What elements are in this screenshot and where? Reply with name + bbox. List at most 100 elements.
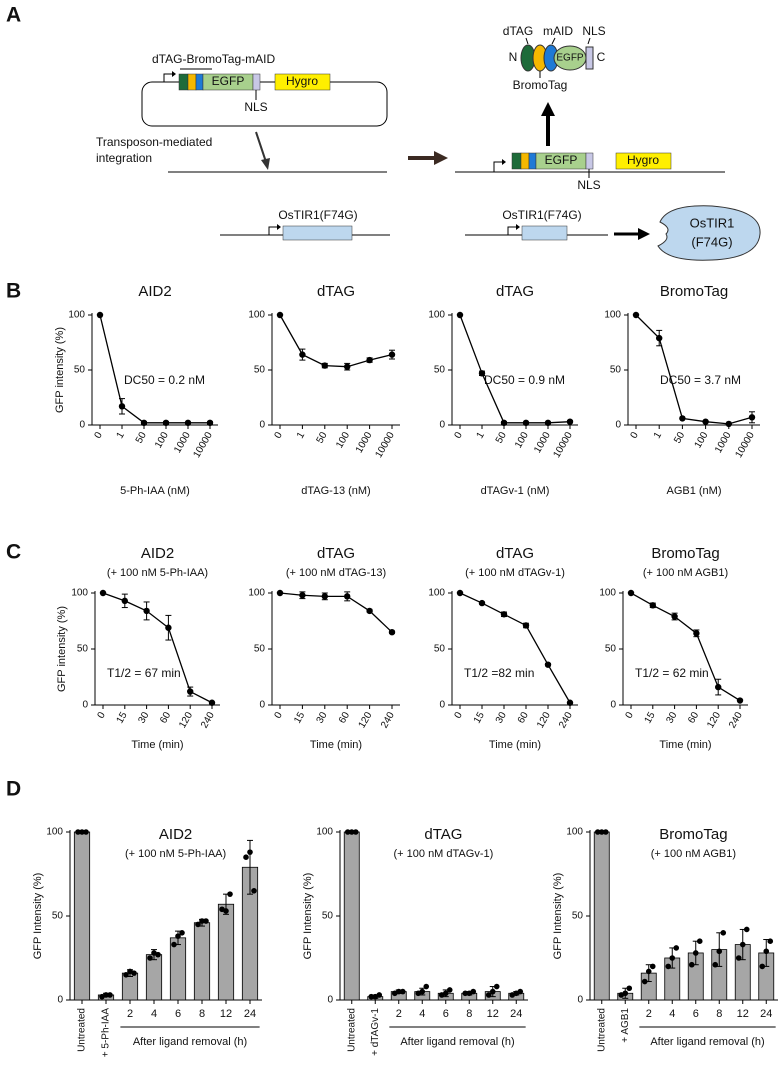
x-axis-label: 5-Ph-IAA (nM) [120,485,190,497]
x-axis-label: Time (min) [131,739,183,751]
ostir1-protein [657,205,761,261]
replicate-point [720,930,727,936]
nls-block [585,152,594,170]
egfp-label: EGFP [545,153,578,167]
y-tick-label: 0 [57,995,63,1006]
x-tick-label: 120 [535,710,553,730]
x-tick-label: 4 [419,1008,425,1020]
chart-subtitle: (+ 100 nM 5-Ph-IAA) [107,567,208,579]
x-tick-label: 24 [510,1008,522,1020]
bar [73,831,91,1001]
y-tick-label: 100 [248,310,265,321]
chart-title: AID2 [141,545,174,562]
protein-c: C [597,50,606,64]
data-line [99,314,210,424]
chart-title: dTAG [317,545,355,562]
y-tick-label: 0 [79,420,85,431]
data-point [388,629,396,636]
x-tick-label: 50 [134,430,149,446]
x-tick-label: 30 [315,710,330,726]
x-tick-label: 8 [199,1008,205,1020]
replicate-point [376,992,383,998]
construct-label: dTAG-BromoTag-mAID [152,52,275,66]
promoter-head [502,159,506,165]
data-point [566,699,574,706]
x-tick-label: 0 [453,710,466,721]
promoter-head [277,224,281,230]
data-point [208,699,216,706]
replicate-point [83,829,89,835]
panel-label: C [6,541,21,564]
data-line [459,592,571,704]
data-point [140,419,148,426]
nls-block [252,73,261,91]
data-point [500,611,508,618]
data-point [96,311,104,319]
x-tick-label: Untreated [596,1008,607,1052]
bar [593,831,610,1001]
y-axis-label: GFP Intensity (%) [32,873,44,960]
replicate-point [626,985,633,992]
x-tick-label: 15 [643,710,658,726]
bar [193,922,211,1001]
integration-label: integration [96,151,152,165]
x-tick-label: + AGB1 [620,1008,631,1043]
protein-egfp: EGFP [556,53,584,64]
x-tick-label: 4 [669,1008,675,1020]
y-tick-label: 0 [610,700,616,711]
data-point [544,661,552,668]
x-tick-label: 50 [672,430,687,446]
panel-label: B [6,280,21,303]
x-tick-label: 8 [466,1008,472,1020]
x-tick-label: 120 [357,710,375,730]
x-tick-label: 6 [443,1008,449,1020]
data-line [279,592,393,633]
x-tick-label: 4 [151,1008,157,1020]
chart-title: BromoTag [659,826,727,843]
data-point [725,420,732,428]
replicate-point [243,854,249,860]
replicate-point [688,961,695,968]
x-tick-label: 0 [273,430,286,441]
data-point [366,607,373,615]
chart-title: BromoTag [660,283,728,300]
x-tick-label: 24 [760,1008,772,1020]
x-tick-label: 30 [494,710,509,726]
y-tick-label: 50 [254,365,266,376]
data-point [679,415,686,422]
y-tick-label: 100 [68,310,85,321]
annotation: T1/2 = 62 min [635,666,709,680]
replicate-point [227,891,233,897]
chart-title: dTAG [317,283,355,300]
x-tick-label: 0 [96,710,109,721]
bracket-label: After ligand removal (h) [400,1036,514,1048]
data-point [118,403,126,410]
x-tick-label: 240 [727,710,745,730]
data-point [344,363,351,370]
replicate-point [470,988,477,995]
x-tick-label: 15 [292,710,307,726]
dtag-block [511,152,522,170]
y-tick-label: 50 [572,911,584,922]
promoter-head [172,71,176,77]
chart-subtitle: (+ 100 nM AGB1) [643,567,728,579]
x-tick-label: 0 [629,430,642,441]
annotation: DC50 = 0.2 nM [124,373,205,387]
data-point [566,418,574,425]
y-tick-label: 100 [248,588,265,599]
annotation: DC50 = 0.9 nM [484,373,565,387]
y-tick-label: 100 [428,588,445,599]
bar [145,954,163,1001]
bar [217,903,235,1001]
data-point [649,602,656,609]
protein-maid: mAID [543,24,573,38]
x-tick-label: 24 [244,1008,256,1020]
data-point [99,589,107,597]
replicate-point [602,829,609,835]
y-axis-label: GFP intensity (%) [56,606,68,692]
label-tick [551,37,556,45]
plasmid [141,81,388,127]
x-tick-label: 100 [153,430,171,450]
ostir1-block [521,225,568,241]
x-tick-label: 30 [136,710,151,726]
